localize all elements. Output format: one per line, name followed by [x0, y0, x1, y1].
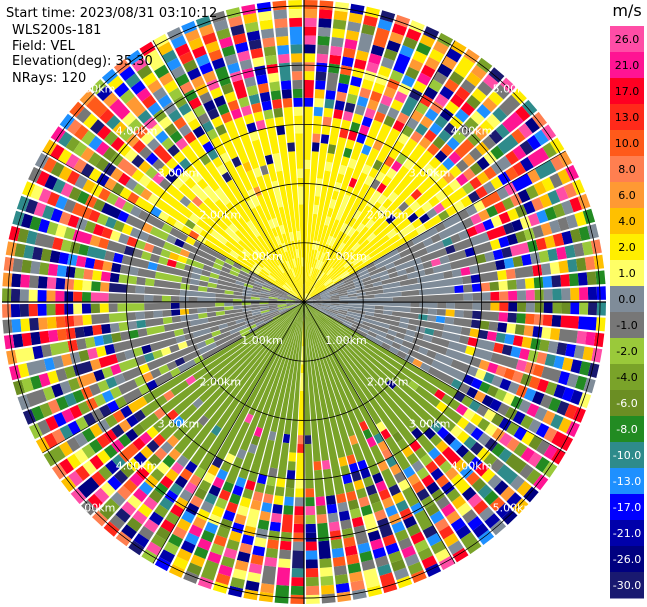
colorbar-cell	[610, 416, 644, 443]
range-ring-label: 5.00km	[74, 83, 116, 96]
colorbar-tick-label: -10.0	[613, 449, 641, 462]
colorbar-tick-label: 17.0	[615, 85, 640, 98]
colorbar-cells: 26.0 21.0 17.0 13.0 10.0 8.0 6.0 4.0 2.0 1.0 0.0 -1…	[610, 26, 644, 599]
colorbar-cell	[610, 208, 644, 235]
range-ring-label: 4.00km	[116, 125, 158, 138]
velocity-gates	[2, 0, 607, 604]
colorbar-cell	[610, 312, 644, 339]
range-ring-label: 1.00km	[241, 250, 283, 263]
velocity-gate-group	[28, 15, 578, 594]
colorbar-tick-label: 21.0	[615, 59, 640, 72]
range-ring-label: 3.00km	[158, 418, 200, 431]
colorbar-cell	[610, 546, 644, 573]
start-time-label: Start time: 2023/08/31 03:10:12	[6, 6, 218, 21]
colorbar-cell	[610, 442, 644, 469]
colorbar-tick-label: 2.0	[618, 241, 636, 254]
colorbar-tick-label: -21.0	[613, 527, 641, 540]
colorbar-cell	[610, 390, 644, 417]
range-ring-label: 3.00km	[409, 166, 451, 179]
colorbar-cell	[610, 26, 644, 53]
colorbar-tick-label: 8.0	[618, 163, 636, 176]
colorbar-cell	[610, 156, 644, 183]
colorbar-cell	[610, 78, 644, 105]
velocity-gate-group	[35, 10, 605, 603]
colorbar-tick-label: -30.0	[613, 579, 641, 592]
colorbar-tick-label: 13.0	[615, 111, 640, 124]
azimuth-spoke	[42, 301, 305, 454]
range-ring-label: 5.00km	[74, 501, 116, 514]
colorbar-tick-label: -6.0	[616, 397, 637, 410]
colorbar-cell	[610, 468, 644, 495]
range-ring-label: 5.00km	[493, 501, 535, 514]
velocity-gate-group	[14, 1, 592, 604]
azimuth-spoke	[152, 301, 305, 564]
velocity-gate-group	[17, 0, 606, 597]
azimuth-spoke	[303, 150, 566, 303]
range-ring-label: 4.00km	[451, 125, 493, 138]
colorbar-cell	[610, 338, 644, 365]
range-ring-label: 5.00km	[493, 83, 535, 96]
colorbar-tick-label: -26.0	[613, 553, 641, 566]
colorbar-tick-label: 10.0	[615, 137, 640, 150]
range-ring-label: 2.00km	[367, 208, 409, 221]
velocity-gate-group	[2, 19, 566, 589]
colorbar-tick-label: 6.0	[618, 189, 636, 202]
velocity-gate-group	[29, 35, 606, 604]
range-ring-label: 3.00km	[409, 418, 451, 431]
range-ring-label: 2.00km	[200, 208, 242, 221]
elevation-label: Elevation(deg): 35.30	[12, 54, 153, 69]
colorbar-tick-label: -2.0	[616, 345, 637, 358]
instrument-label: WLS200s-181	[12, 23, 102, 38]
range-ring-labels: 1.00km 1.00km 1.00km 1.00km 2.00km 2.00km 2.00…	[74, 83, 534, 515]
range-ring-label: 1.00km	[325, 334, 367, 347]
nrays-label: NRays: 120	[12, 71, 87, 86]
colorbar-tick-label: -17.0	[613, 501, 641, 514]
colorbar-cell	[610, 520, 644, 547]
azimuth-spokes	[2, 0, 606, 604]
colorbar-tick-label: 1.0	[618, 267, 636, 280]
colorbar-tick-label: 4.0	[618, 215, 636, 228]
azimuth-spoke	[42, 150, 305, 303]
range-ring-label: 4.00km	[116, 460, 158, 473]
colorbar-cell	[610, 494, 644, 521]
colorbar-tick-label: -1.0	[616, 319, 637, 332]
colorbar-cell	[610, 182, 644, 209]
colorbar-unit-label: m/s	[612, 1, 641, 20]
colorbar-cell	[610, 130, 644, 157]
range-ring-label: 2.00km	[367, 376, 409, 389]
velocity-gate-group	[2, 10, 585, 604]
colorbar-cell	[610, 286, 644, 313]
azimuth-spoke	[303, 301, 566, 454]
colorbar-tick-label: 0.0	[618, 293, 636, 306]
field-label: Field: VEL	[12, 39, 75, 54]
colorbar-cell	[610, 104, 644, 131]
colorbar-cell	[610, 364, 644, 391]
colorbar-cell	[610, 260, 644, 287]
colorbar-tick-label: -4.0	[616, 371, 637, 384]
range-ring-label: 4.00km	[451, 460, 493, 473]
colorbar-tick-label: -13.0	[613, 475, 641, 488]
azimuth-spoke	[303, 301, 456, 564]
range-ring-label: 1.00km	[325, 250, 367, 263]
range-ring-label: 2.00km	[200, 376, 242, 389]
colorbar-cell	[610, 234, 644, 261]
colorbar-cell	[610, 572, 644, 599]
colorbar-cell	[610, 52, 644, 79]
colorbar-tick-label: -8.0	[616, 423, 637, 436]
range-ring-label: 3.00km	[158, 166, 200, 179]
azimuth-spoke	[303, 40, 456, 303]
range-ring-label: 1.00km	[241, 334, 283, 347]
azimuth-spoke	[152, 40, 305, 303]
colorbar-tick-label: 26.0	[615, 33, 640, 46]
